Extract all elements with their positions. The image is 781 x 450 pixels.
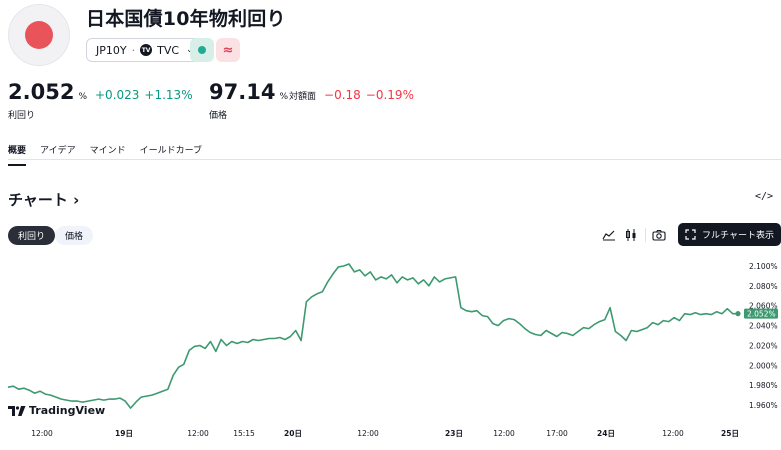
yield-series-line [7, 263, 738, 409]
x-tick-label: 23日 [445, 429, 463, 438]
y-axis: 2.100% 2.080% 2.060% 2.040% 2.020% 2.000% 1.98… [749, 262, 778, 410]
x-tick-label: 12:00 [493, 429, 515, 438]
yield-quote: 2.052 % +0.023 +1.13% [8, 80, 193, 104]
x-tick-label: 25日 [721, 429, 739, 438]
approx-icon: ≈ [222, 42, 234, 58]
tvc-logo-icon: TV [140, 44, 153, 56]
y-tick-label: 1.980% [749, 381, 778, 390]
last-value-dot [735, 311, 741, 317]
tradingview-watermark: TradingView [8, 404, 105, 417]
price-change: −0.18 [324, 88, 361, 102]
candlestick-icon [626, 229, 636, 241]
flag-red-disc [25, 21, 53, 49]
price-chip[interactable]: 価格 [55, 226, 94, 245]
area-chart-icon [602, 230, 615, 241]
fullscreen-icon [685, 229, 696, 240]
snapshot-button[interactable] [648, 224, 670, 246]
y-tick-label: 2.060% [749, 302, 778, 311]
x-tick-label: 12:00 [31, 429, 53, 438]
yield-line-chart[interactable]: 2.100% 2.080% 2.060% 2.040% 2.020% 2.000% 1.98… [0, 250, 781, 450]
tab-sentiment[interactable]: マインド [89, 146, 126, 156]
y-tick-label: 2.080% [749, 282, 778, 291]
tradingview-logo-icon [8, 405, 26, 416]
price-unit-sub: 対額面 [289, 92, 317, 102]
candlestick-button[interactable] [620, 224, 642, 246]
status-dot-icon [198, 46, 206, 54]
yield-label: 利回り [8, 111, 36, 121]
camera-icon [652, 229, 666, 241]
approx-data-button[interactable]: ≈ [216, 38, 240, 62]
x-axis: 12:00 19日 12:00 15:15 20日 12:00 23日 12:00 17:00 2… [31, 429, 739, 438]
full-chart-label: フルチャート表示 [702, 231, 774, 241]
yield-value: 2.052 [8, 80, 75, 104]
tab-overview[interactable]: 概要 [8, 143, 27, 166]
yield-unit: % [78, 92, 87, 102]
symbol-code: JP10Y [96, 43, 127, 57]
last-value-tag: 2.052% [744, 308, 778, 319]
x-tick-label: 17:00 [546, 429, 568, 438]
y-tick-label: 2.000% [749, 361, 778, 370]
price-value: 97.14 [209, 80, 276, 104]
section-tabs: 概要 アイデア マインド イールドカーブ [8, 143, 202, 166]
area-chart-button[interactable] [598, 224, 620, 246]
x-tick-label: 15:15 [233, 429, 255, 438]
y-tick-label: 2.100% [749, 262, 778, 271]
x-tick-label: 24日 [597, 429, 615, 438]
yield-chip[interactable]: 利回り [8, 226, 56, 245]
x-tick-label: 12:00 [187, 429, 209, 438]
yield-change-pct: +1.13% [144, 88, 193, 102]
chevron-right-icon: › [73, 191, 80, 209]
code-embed-icon[interactable]: </> [754, 191, 773, 202]
price-unit: % [279, 92, 288, 102]
price-label: 価格 [209, 111, 228, 121]
exchange-name: TVC [157, 43, 180, 57]
market-status-button[interactable] [190, 38, 214, 62]
toolbar-divider [645, 228, 646, 242]
y-tick-label: 2.040% [749, 322, 778, 331]
y-tick-label: 1.960% [749, 401, 778, 410]
watermark-text: TradingView [29, 404, 106, 417]
x-tick-label: 12:00 [357, 429, 379, 438]
tabs-divider [8, 159, 781, 160]
tab-yield-curve[interactable]: イールドカーブ [139, 146, 203, 156]
page-title: 日本国債10年物利回り [86, 8, 286, 30]
symbol-selector[interactable]: JP10Y · TV TVC ⌄ [86, 38, 204, 62]
price-quote: 97.14 % 対額面 −0.18 −0.19% [209, 80, 414, 104]
full-chart-button[interactable]: フルチャート表示 [678, 223, 781, 246]
chevron-down-icon: ⌄ [186, 45, 194, 55]
x-tick-label: 20日 [284, 429, 302, 438]
yield-change: +0.023 [95, 88, 140, 102]
symbol-separator: · [131, 43, 136, 57]
price-change-pct: −0.19% [365, 88, 414, 102]
y-tick-label: 2.020% [749, 341, 778, 350]
chart-section-title[interactable]: チャート › [8, 189, 79, 210]
japan-flag-icon [8, 4, 70, 66]
tab-ideas[interactable]: アイデア [40, 146, 76, 156]
x-tick-label: 12:00 [662, 429, 684, 438]
last-value-text: 2.052% [747, 310, 776, 319]
x-tick-label: 19日 [115, 429, 133, 438]
chart-title-text: チャート [8, 191, 68, 209]
